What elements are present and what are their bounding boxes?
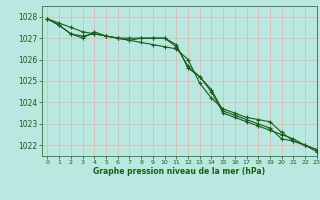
X-axis label: Graphe pression niveau de la mer (hPa): Graphe pression niveau de la mer (hPa) [93,167,265,176]
